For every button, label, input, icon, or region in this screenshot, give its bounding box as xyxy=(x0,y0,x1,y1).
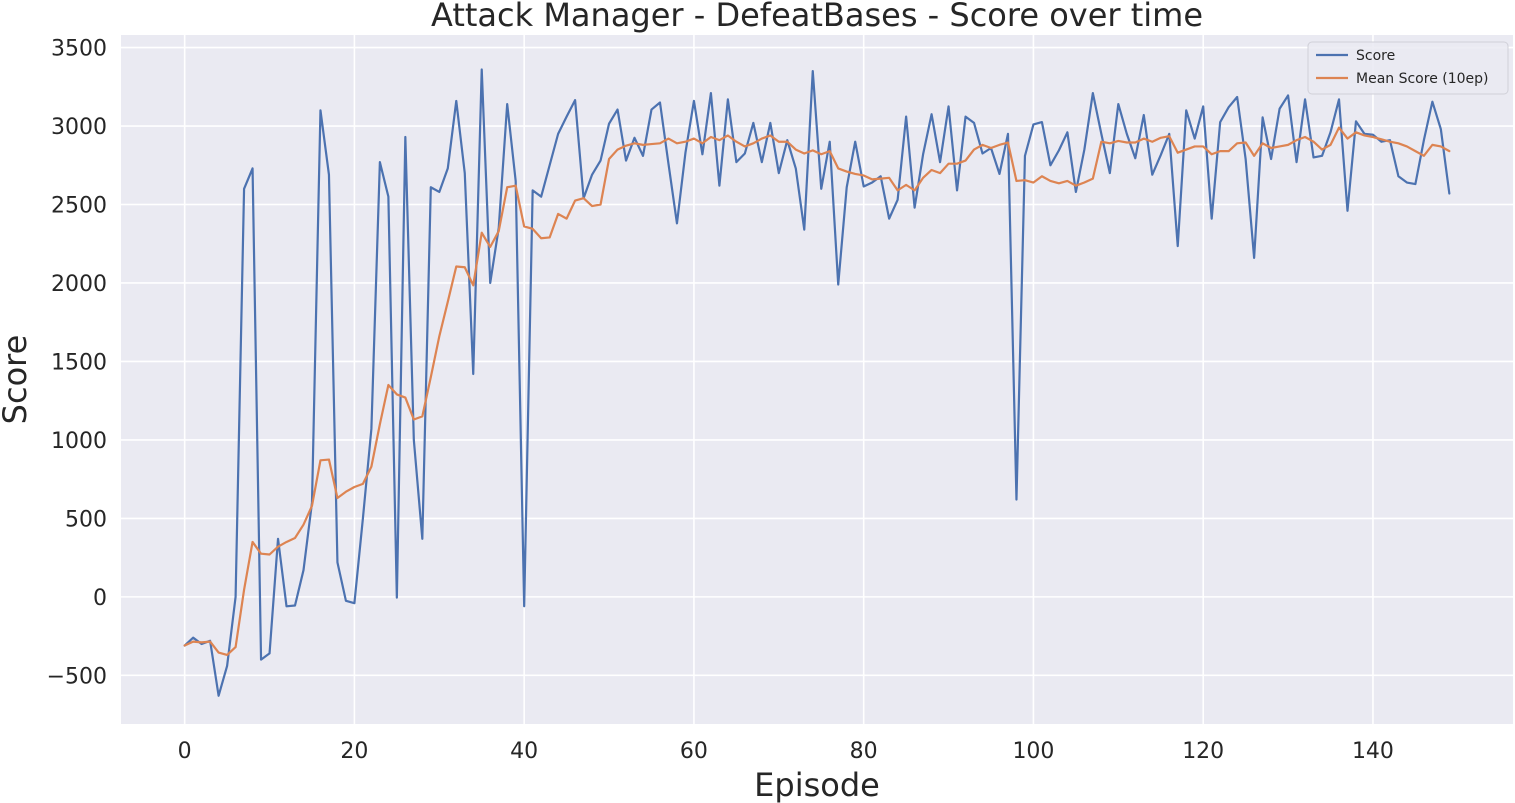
legend-box xyxy=(1307,41,1509,95)
series-lines xyxy=(183,68,1451,697)
tick-labels: 0 20 40 60 80 100 120 140 −500 0 500 1000 1500 2000 25… xyxy=(47,37,1394,764)
y-tick-label: 0 xyxy=(93,586,107,611)
legend: Score Mean Score (10ep) xyxy=(1307,41,1509,95)
y-axis-label: Score xyxy=(0,335,34,425)
series-line-mean-score xyxy=(183,126,1451,657)
y-tick-label: −500 xyxy=(47,664,107,689)
y-tick-label: 500 xyxy=(65,507,107,532)
x-tick-label: 20 xyxy=(340,739,368,764)
legend-entry: Mean Score (10ep) xyxy=(1356,71,1489,87)
y-tick-label: 2000 xyxy=(51,272,107,297)
y-tick-label: 1000 xyxy=(51,429,107,454)
y-tick-label: 3000 xyxy=(51,115,107,140)
grid xyxy=(121,35,1513,724)
x-tick-label: 60 xyxy=(680,739,708,764)
x-tick-label: 140 xyxy=(1352,739,1394,764)
plot-background xyxy=(121,35,1513,724)
y-tick-label: 2500 xyxy=(51,194,107,219)
series-line-score xyxy=(183,68,1451,697)
x-tick-label: 0 xyxy=(178,739,192,764)
y-tick-label: 3500 xyxy=(51,37,107,62)
legend-entry: Score xyxy=(1356,48,1395,64)
y-tick-label: 1500 xyxy=(51,350,107,375)
x-tick-label: 100 xyxy=(1012,739,1054,764)
chart-title: Attack Manager - DefeatBases - Score ove… xyxy=(431,0,1203,34)
x-axis-label: Episode xyxy=(754,766,880,803)
x-tick-label: 80 xyxy=(850,739,878,764)
x-tick-label: 120 xyxy=(1182,739,1224,764)
x-tick-label: 40 xyxy=(510,739,538,764)
